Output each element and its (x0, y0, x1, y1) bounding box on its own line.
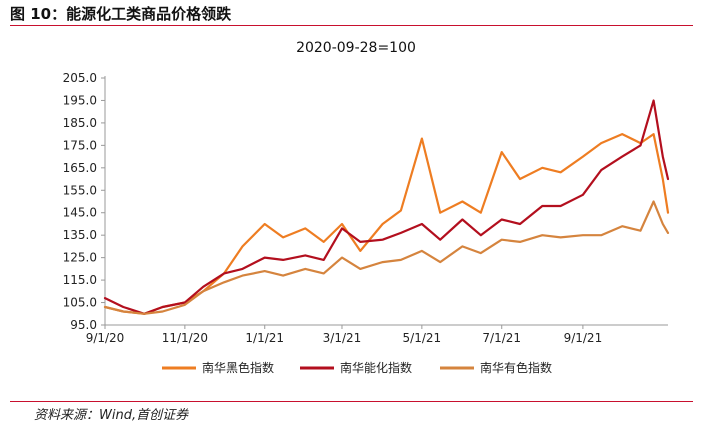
source-rule (10, 401, 693, 402)
x-axis: 9/1/20 11/1/20 1/1/21 3/1/21 5/1/21 7/1/21 9/1… (86, 324, 668, 345)
y-axis: 95.0 105.0 115.0 125.0 135.0 145.0 155.0 165.0 1… (63, 71, 106, 332)
legend-label-2: 南华能化指数 (340, 360, 412, 375)
x-tick-label: 11/1/20 (162, 331, 208, 345)
x-tick-label: 7/1/21 (482, 331, 521, 345)
x-tick-label: 1/1/21 (245, 331, 284, 345)
x-tick-label: 9/1/21 (564, 331, 603, 345)
y-tick-label: 135.0 (63, 228, 97, 242)
x-tick-label: 9/1/20 (86, 331, 125, 345)
y-tick-label: 165.0 (63, 161, 97, 175)
series-line-3 (103, 200, 670, 315)
series-line-1 (103, 133, 670, 315)
y-tick-label: 205.0 (63, 71, 97, 85)
y-tick-label: 145.0 (63, 206, 97, 220)
y-tick-label: 105.0 (63, 296, 97, 310)
series-layer (103, 99, 670, 315)
y-tick-label: 125.0 (63, 251, 97, 265)
x-tick-label: 5/1/21 (403, 331, 442, 345)
series-line-2 (103, 99, 670, 315)
source-note: 资料来源：Wind,首创证券 (34, 408, 189, 423)
caption-rule (10, 25, 693, 26)
y-tick-label: 95.0 (70, 318, 97, 332)
figure-caption: 图 10：能源化工类商品价格领跌 (10, 5, 232, 23)
y-tick-label: 195.0 (63, 93, 97, 107)
y-tick-label: 175.0 (63, 138, 97, 152)
legend: 南华黑色指数 南华能化指数 南华有色指数 (162, 360, 552, 375)
x-tick-label: 3/1/21 (323, 331, 362, 345)
legend-label-3: 南华有色指数 (480, 360, 552, 375)
chart-title: 2020-09-28=100 (296, 40, 416, 56)
legend-label-1: 南华黑色指数 (202, 360, 274, 375)
y-tick-label: 115.0 (63, 273, 97, 287)
y-tick-label: 185.0 (63, 116, 97, 130)
y-tick-label: 155.0 (63, 183, 97, 197)
